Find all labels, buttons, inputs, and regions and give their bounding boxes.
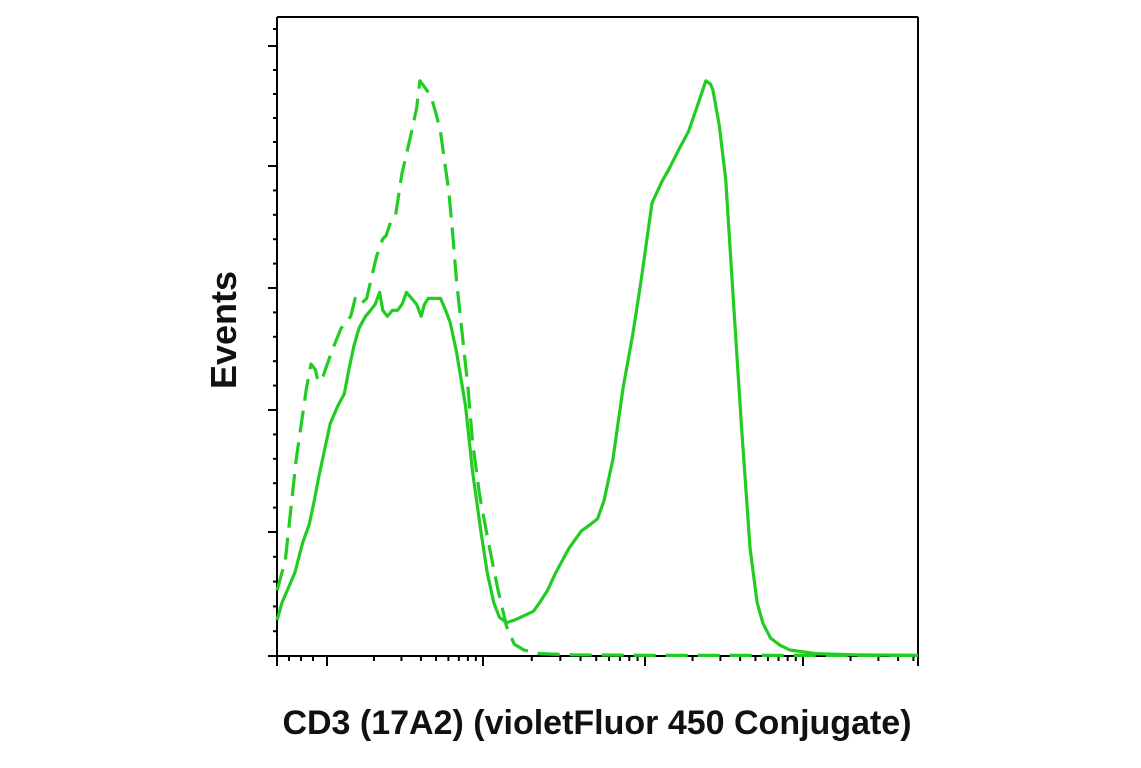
series-line-dashed	[275, 79, 918, 657]
y-axis-label: Events	[203, 271, 244, 389]
x-axis-ticks	[276, 656, 919, 666]
x-axis-label: CD3 (17A2) (violetFluor 450 Conjugate)	[282, 704, 911, 742]
plot-frame	[276, 16, 919, 657]
series-layer	[275, 79, 919, 657]
y-axis-ticks	[268, 28, 277, 657]
series-line-solid	[275, 79, 919, 657]
